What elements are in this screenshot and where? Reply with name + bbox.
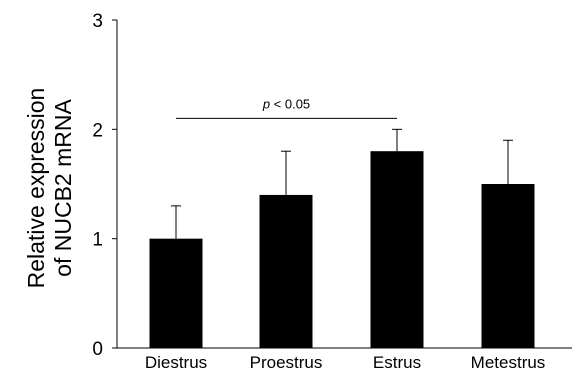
y-axis-ticks: 0 1 2 3 [92, 11, 117, 360]
significance-annotation: p < 0.05 [176, 96, 397, 119]
bar-diestrus [149, 238, 203, 348]
bars [149, 151, 535, 348]
axes [116, 20, 572, 349]
error-bars [171, 128, 513, 239]
bar-metestrus [481, 184, 535, 348]
x-axis-labels: Diestrus Proestrus Estrus Metestrus [145, 353, 546, 372]
p-symbol: p [262, 96, 270, 111]
y-axis-title: Relative expression of NUCB2 mRNA [23, 88, 76, 289]
x-label-estrus: Estrus [373, 353, 421, 372]
y-axis-title-line2: of NUCB2 mRNA [50, 99, 76, 277]
bar-proestrus [259, 194, 313, 348]
p-threshold: < 0.05 [270, 96, 310, 111]
y-tick-label: 3 [92, 11, 103, 32]
y-tick-label: 2 [92, 120, 103, 141]
y-tick-label: 1 [92, 230, 103, 251]
y-tick-label: 0 [92, 339, 103, 360]
y-axis-title-line1: Relative expression [23, 88, 49, 289]
x-label-metestrus: Metestrus [471, 353, 546, 372]
bar-estrus [370, 151, 424, 348]
x-label-diestrus: Diestrus [145, 353, 207, 372]
significance-label: p < 0.05 [262, 96, 310, 111]
x-label-proestrus: Proestrus [250, 353, 323, 372]
